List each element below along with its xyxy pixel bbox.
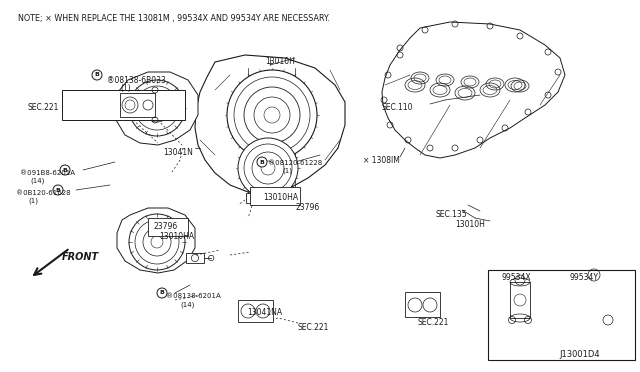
Text: SEC.221: SEC.221 xyxy=(298,323,330,332)
Text: (1): (1) xyxy=(282,168,292,174)
Text: 99534Y: 99534Y xyxy=(570,273,599,282)
Bar xyxy=(250,187,300,205)
Text: (14): (14) xyxy=(180,301,195,308)
Text: 13010H: 13010H xyxy=(455,220,485,229)
Circle shape xyxy=(227,70,317,160)
Text: 13041NA: 13041NA xyxy=(247,308,282,317)
Text: ®08120-61228: ®08120-61228 xyxy=(268,160,323,166)
Text: 13041N: 13041N xyxy=(163,148,193,157)
Text: 13010H: 13010H xyxy=(265,57,295,66)
Polygon shape xyxy=(117,208,195,273)
Text: ®08138-6B033: ®08138-6B033 xyxy=(107,76,166,85)
Text: 23796: 23796 xyxy=(153,222,177,231)
Circle shape xyxy=(92,70,102,80)
Text: ®091B8-6201A: ®091B8-6201A xyxy=(20,170,75,176)
Text: (1): (1) xyxy=(28,198,38,205)
Bar xyxy=(510,282,530,318)
Text: (14): (14) xyxy=(30,178,44,185)
Text: (1): (1) xyxy=(120,84,131,93)
Text: 23796: 23796 xyxy=(295,203,319,212)
Circle shape xyxy=(157,288,167,298)
Circle shape xyxy=(257,157,267,167)
Text: 13010HA: 13010HA xyxy=(263,193,298,202)
Polygon shape xyxy=(583,270,616,325)
Text: ®08138-6201A: ®08138-6201A xyxy=(166,293,221,299)
Bar xyxy=(148,218,188,236)
Circle shape xyxy=(264,107,280,123)
Bar xyxy=(120,93,155,117)
Text: SEC.110: SEC.110 xyxy=(381,103,413,112)
Polygon shape xyxy=(195,55,345,193)
Polygon shape xyxy=(186,253,204,263)
Bar xyxy=(488,270,635,360)
Text: B: B xyxy=(95,73,99,77)
Bar xyxy=(238,300,273,322)
Text: B: B xyxy=(260,160,264,164)
Text: B: B xyxy=(159,291,164,295)
Polygon shape xyxy=(115,72,198,145)
Text: B: B xyxy=(63,167,67,173)
Text: J13001D4: J13001D4 xyxy=(559,350,600,359)
Text: SEC.221: SEC.221 xyxy=(417,318,449,327)
Text: 99534X: 99534X xyxy=(502,273,532,282)
Circle shape xyxy=(60,165,70,175)
Text: SEC.221: SEC.221 xyxy=(28,103,60,112)
Circle shape xyxy=(238,138,298,198)
Circle shape xyxy=(53,185,63,195)
Bar xyxy=(62,90,185,120)
Polygon shape xyxy=(246,193,264,203)
Text: FRONT: FRONT xyxy=(62,252,99,262)
Text: B: B xyxy=(56,187,60,192)
Text: NOTE; × WHEN REPLACE THE 13081M , 99534X AND 99534Y ARE NECESSARY.: NOTE; × WHEN REPLACE THE 13081M , 99534X… xyxy=(18,14,330,23)
Polygon shape xyxy=(382,22,565,158)
Text: ®0B120-61628: ®0B120-61628 xyxy=(16,190,70,196)
Text: SEC.135: SEC.135 xyxy=(435,210,467,219)
Text: × 1308IM: × 1308IM xyxy=(363,156,400,165)
Bar xyxy=(405,292,440,317)
Text: 13010HA: 13010HA xyxy=(159,232,194,241)
